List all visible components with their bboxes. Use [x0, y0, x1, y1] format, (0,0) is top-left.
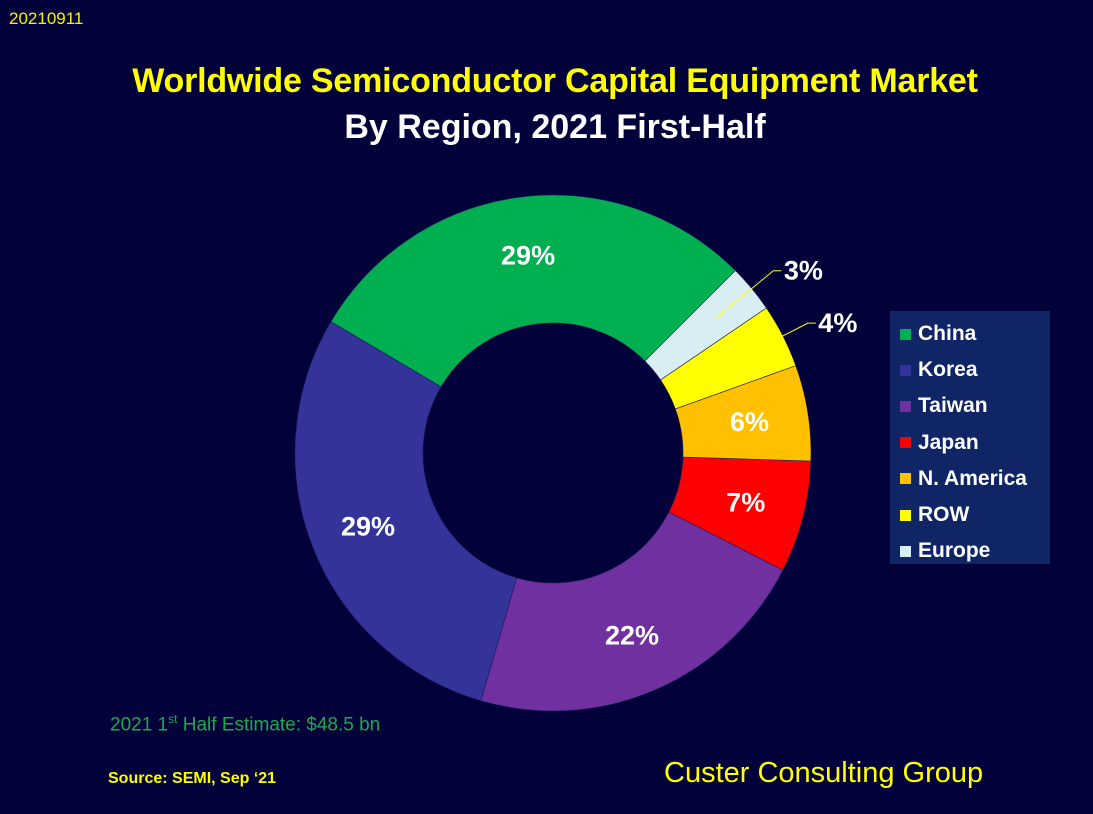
- legend-swatch: [900, 437, 911, 449]
- legend-item-korea: Korea: [890, 352, 1050, 388]
- slice-europe: [644, 270, 767, 381]
- data-label-taiwan: 22%: [605, 621, 659, 651]
- legend-item-europe: Europe: [890, 533, 1050, 569]
- brand-credit: Custer Consulting Group: [664, 757, 984, 789]
- chart-subtitle: By Region, 2021 First-Half: [344, 108, 766, 146]
- data-label-china: 29%: [501, 241, 555, 271]
- legend-swatch: [900, 364, 911, 376]
- legend-item-n-america: N. America: [890, 461, 1050, 497]
- data-label-japan: 7%: [726, 487, 765, 517]
- source-note: Source: SEMI, Sep ‘21: [108, 770, 277, 787]
- legend-swatch: [900, 509, 911, 521]
- slice-taiwan: [480, 511, 784, 712]
- data-label-europe: 3%: [784, 256, 823, 286]
- chart-title: Worldwide Semiconductor Capital Equipmen…: [132, 62, 978, 100]
- legend-label: Taiwan: [918, 394, 988, 418]
- legend-swatch: [900, 473, 911, 485]
- legend-label: Europe: [918, 539, 991, 563]
- slice-china: [330, 194, 736, 388]
- slice-korea: [294, 321, 518, 702]
- date-stamp: 20210911: [9, 9, 84, 28]
- legend-label: China: [918, 322, 977, 346]
- legend-label: ROW: [918, 503, 970, 527]
- leader-line-row: [738, 322, 816, 359]
- legend-swatch: [900, 400, 911, 412]
- legend-item-taiwan: Taiwan: [890, 388, 1050, 424]
- market-estimate-note: 2021 1st Half Estimate: $48.5 bn: [110, 712, 381, 736]
- legend-item-china: China: [890, 316, 1050, 352]
- leader-line-europe: [713, 270, 782, 321]
- data-label-n-america: 6%: [730, 407, 769, 437]
- legend-swatch: [900, 545, 911, 557]
- legend-label: Korea: [918, 358, 978, 382]
- data-label-korea: 29%: [341, 511, 395, 541]
- data-label-row: 4%: [818, 308, 857, 338]
- legend-item-row: ROW: [890, 497, 1050, 533]
- legend-label: N. America: [918, 466, 1027, 490]
- legend-item-japan: Japan: [890, 425, 1050, 461]
- legend-label: Japan: [918, 430, 979, 454]
- legend-swatch: [900, 328, 911, 340]
- chart-legend: China Korea Taiwan Japan N. America ROW Europe: [890, 311, 1050, 564]
